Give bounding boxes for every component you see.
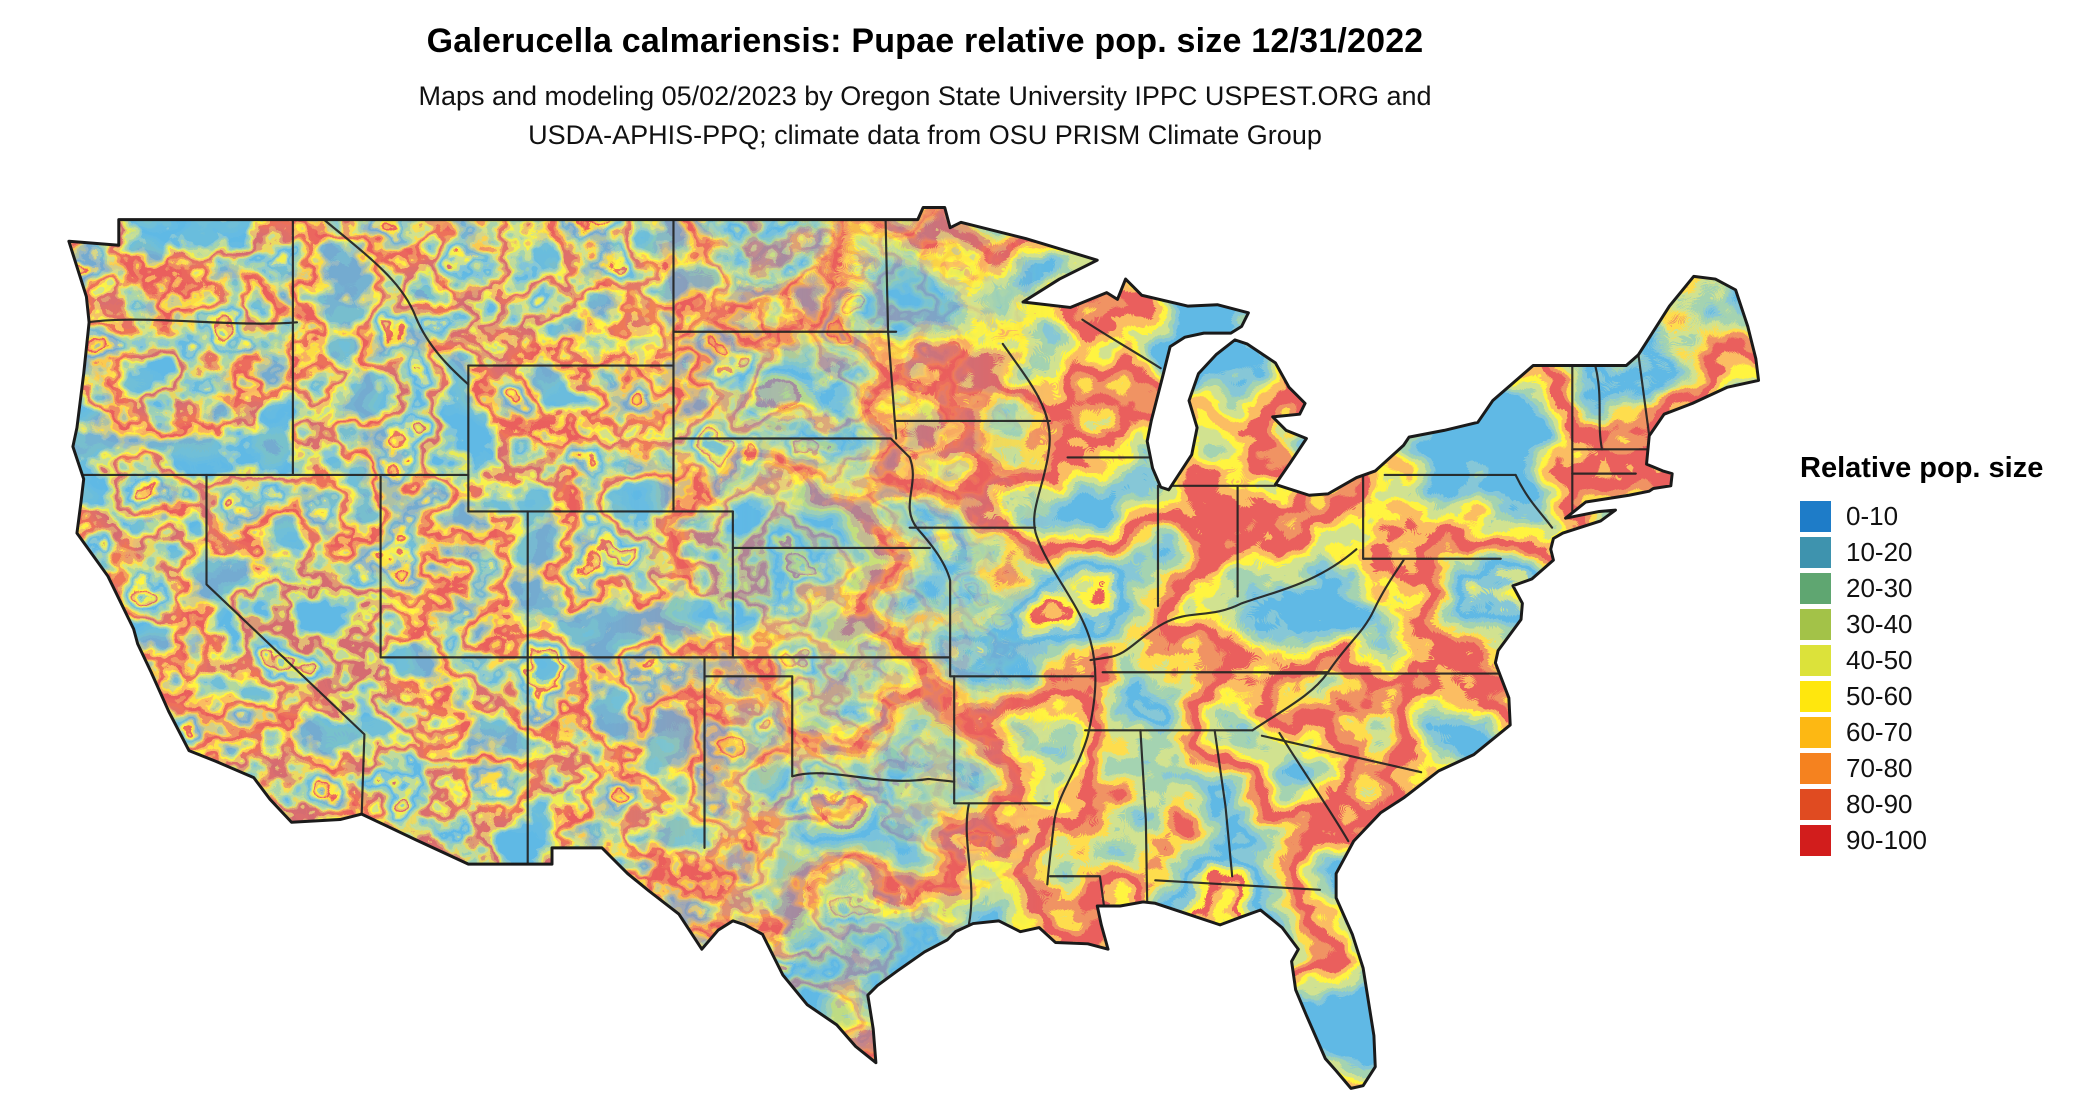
map-header: Galerucella calmariensis: Pupae relative… [0,22,1850,155]
page-subtitle: Maps and modeling 05/02/2023 by Oregon S… [0,77,1850,155]
legend-swatch [1800,537,1831,568]
legend-swatch [1800,717,1831,748]
legend-item: 60-70 [1800,717,2043,748]
legend-label: 60-70 [1846,717,1913,747]
legend: Relative pop. size 0-10 10-20 20-30 30-4… [1800,452,2043,861]
legend-label: 50-60 [1846,681,1913,711]
legend-swatch [1800,681,1831,712]
legend-swatch [1800,789,1831,820]
legend-item: 40-50 [1800,645,2043,676]
legend-swatch [1800,825,1831,856]
legend-item: 50-60 [1800,681,2043,712]
legend-swatch [1800,609,1831,640]
legend-item: 30-40 [1800,609,2043,640]
legend-item: 20-30 [1800,573,2043,604]
population-raster-fine-west [68,207,1759,1089]
page-title: Galerucella calmariensis: Pupae relative… [426,22,1424,60]
legend-swatch [1800,573,1831,604]
legend-swatch [1800,501,1831,532]
legend-item: 0-10 [1800,501,2043,532]
subtitle-line-1: Maps and modeling 05/02/2023 by Oregon S… [418,81,1432,111]
legend-swatch [1800,645,1831,676]
legend-swatch [1800,753,1831,784]
us-map [67,205,1761,1090]
legend-label: 10-20 [1846,537,1913,567]
legend-item: 10-20 [1800,537,2043,568]
state-boundaries [75,207,1651,925]
legend-label: 20-30 [1846,573,1913,603]
legend-label: 90-100 [1846,825,1927,855]
legend-title: Relative pop. size [1800,452,2044,484]
map-area [54,198,1768,1110]
legend-label: 80-90 [1846,789,1913,819]
legend-label: 70-80 [1846,753,1913,783]
subtitle-line-2: USDA-APHIS-PPQ; climate data from OSU PR… [528,120,1322,151]
legend-label: 0-10 [1846,501,1899,531]
legend-item: 70-80 [1800,753,2043,784]
legend-label: 40-50 [1846,645,1913,675]
legend-item: 80-90 [1800,789,2043,820]
legend-label: 30-40 [1846,609,1913,639]
us-outline [67,205,1761,1090]
legend-item: 90-100 [1800,825,2043,856]
